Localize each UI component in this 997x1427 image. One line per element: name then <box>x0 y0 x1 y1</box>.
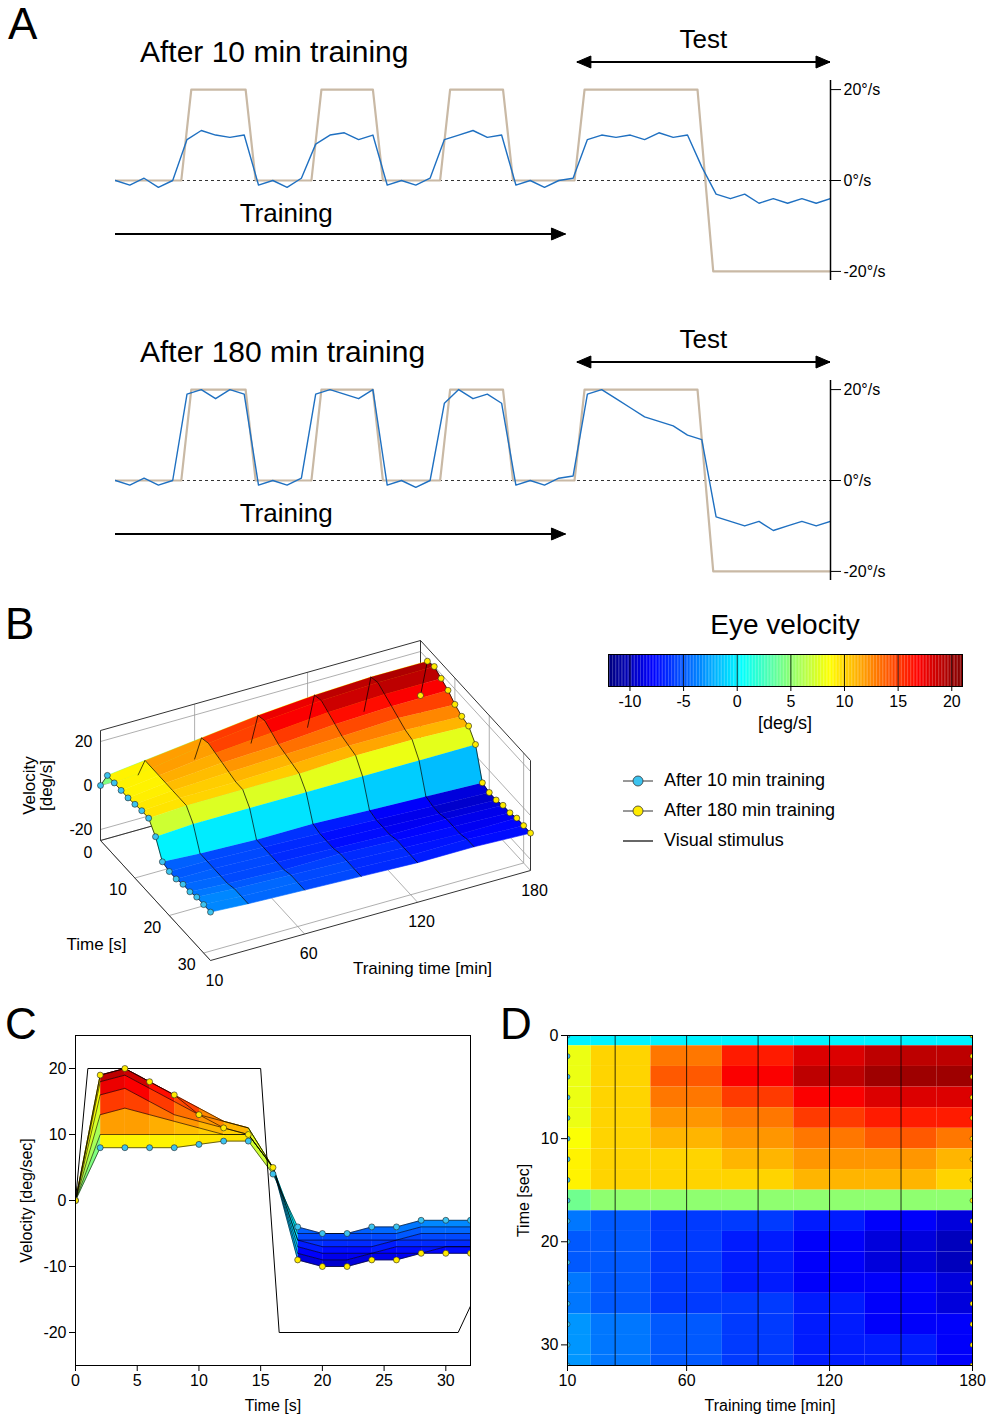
svg-text:After 180 min training: After 180 min training <box>140 335 425 368</box>
svg-text:0: 0 <box>550 1027 559 1044</box>
svg-text:-20°/s: -20°/s <box>844 263 886 280</box>
svg-text:After 10 min training: After 10 min training <box>140 35 408 68</box>
svg-text:Test: Test <box>680 324 728 354</box>
svg-text:0: 0 <box>71 1372 80 1389</box>
svg-text:10: 10 <box>49 1126 67 1143</box>
svg-text:30: 30 <box>541 1336 559 1353</box>
svg-text:60: 60 <box>300 945 318 962</box>
svg-text:20°/s: 20°/s <box>844 81 881 98</box>
html-text:After 180 min training: After 180 min training <box>664 800 836 820</box>
svg-text:15: 15 <box>889 693 907 710</box>
svg-text:20: 20 <box>143 919 161 936</box>
svg-text:120: 120 <box>816 1372 843 1389</box>
svg-text:0°/s: 0°/s <box>844 172 872 189</box>
svg-text:Training time [min]: Training time [min] <box>353 959 492 978</box>
svg-text:30: 30 <box>178 956 196 973</box>
svg-text:Velocity[deg/s]: Velocity[deg/s] <box>20 756 56 815</box>
html-text:Eye velocity: Eye velocity <box>710 609 860 640</box>
svg-text:Training: Training <box>240 498 333 528</box>
svg-text:10: 10 <box>206 972 224 989</box>
svg-text:Test: Test <box>680 24 728 54</box>
svg-text:10: 10 <box>190 1372 208 1389</box>
svg-text:10: 10 <box>541 1130 559 1147</box>
svg-text:20: 20 <box>541 1233 559 1250</box>
svg-text:0: 0 <box>84 777 93 794</box>
svg-text:25: 25 <box>375 1372 393 1389</box>
svg-text:0°/s: 0°/s <box>844 472 872 489</box>
svg-text:0: 0 <box>58 1192 67 1209</box>
svg-text:0: 0 <box>733 693 742 710</box>
svg-text:20: 20 <box>943 693 961 710</box>
svg-text:15: 15 <box>252 1372 270 1389</box>
svg-text:-20: -20 <box>69 821 92 838</box>
svg-text:Time [s]: Time [s] <box>67 935 127 954</box>
svg-text:Time [s]: Time [s] <box>245 1397 301 1414</box>
svg-text:Time [sec]: Time [sec] <box>515 1164 532 1237</box>
svg-text:-20°/s: -20°/s <box>844 563 886 580</box>
html-text:A: A <box>8 0 38 48</box>
svg-text:0: 0 <box>84 844 93 861</box>
svg-text:-10: -10 <box>618 693 641 710</box>
svg-text:20°/s: 20°/s <box>844 381 881 398</box>
svg-text:20: 20 <box>313 1372 331 1389</box>
svg-text:20: 20 <box>49 1060 67 1077</box>
svg-text:Velocity [deg/sec]: Velocity [deg/sec] <box>18 1138 35 1263</box>
svg-text:5: 5 <box>133 1372 142 1389</box>
svg-text:Training: Training <box>240 198 333 228</box>
svg-text:-5: -5 <box>676 693 690 710</box>
svg-text:10: 10 <box>836 693 854 710</box>
html-text:D: D <box>500 999 532 1048</box>
html-text:After 10 min training: After 10 min training <box>664 770 826 790</box>
svg-text:20: 20 <box>75 733 93 750</box>
html-text:Visual stimulus: Visual stimulus <box>664 830 784 850</box>
svg-text:5: 5 <box>786 693 795 710</box>
svg-text:30: 30 <box>437 1372 455 1389</box>
svg-text:-20: -20 <box>43 1324 66 1341</box>
svg-text:120: 120 <box>408 913 435 930</box>
html-text:[deg/s]: [deg/s] <box>758 713 812 733</box>
svg-text:180: 180 <box>521 882 548 899</box>
html-text:B: B <box>5 599 35 648</box>
svg-text:60: 60 <box>678 1372 696 1389</box>
svg-text:180: 180 <box>959 1372 986 1389</box>
svg-text:Training time [min]: Training time [min] <box>705 1397 836 1414</box>
svg-text:-10: -10 <box>43 1258 66 1275</box>
svg-text:10: 10 <box>559 1372 577 1389</box>
svg-text:10: 10 <box>109 881 127 898</box>
html-text:C: C <box>5 999 37 1048</box>
